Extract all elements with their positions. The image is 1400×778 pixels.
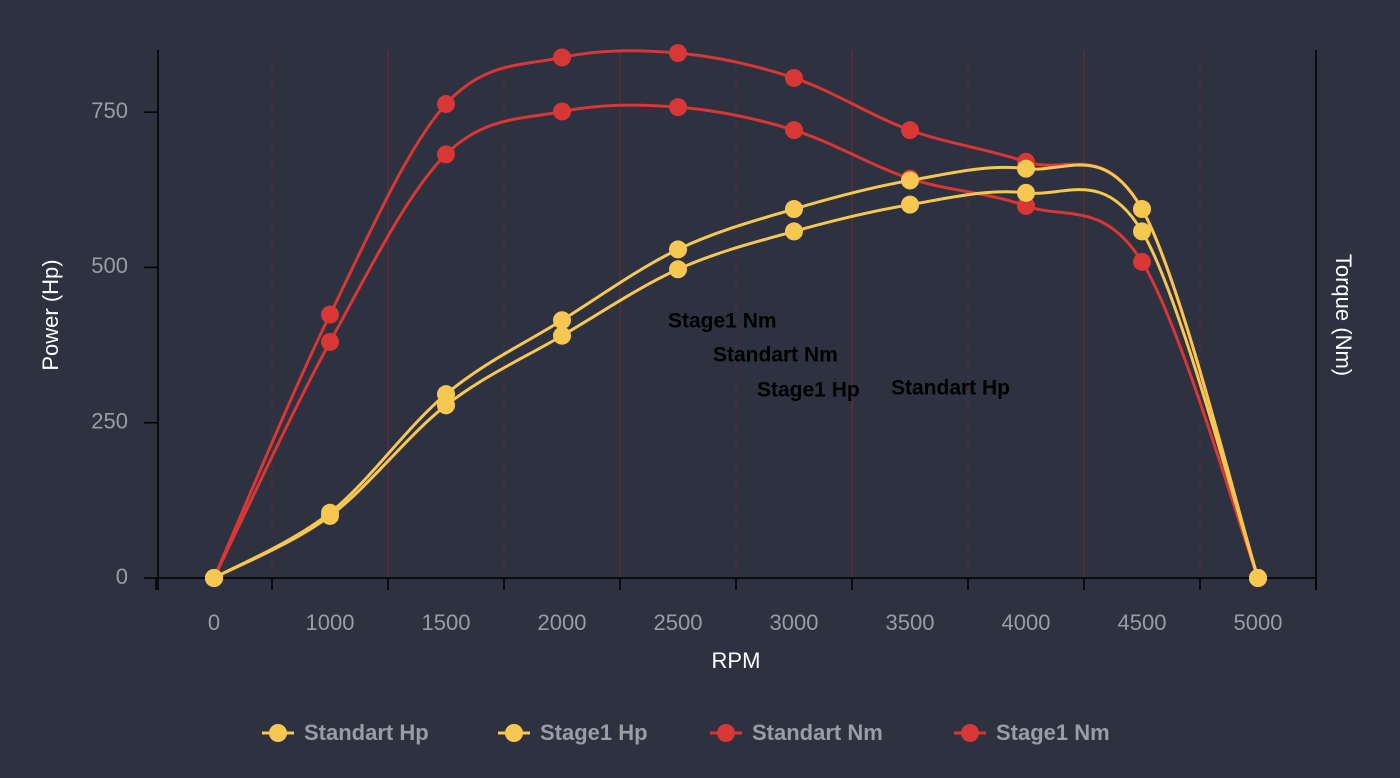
x-tick-label: 1500 [422, 610, 471, 635]
legend-item[interactable]: Standart Hp [262, 720, 429, 745]
point [901, 171, 919, 190]
annotation: Standart Hp [891, 377, 1010, 400]
point [553, 311, 571, 330]
point [669, 98, 687, 117]
x-tick-label: 2500 [654, 610, 703, 635]
point [1017, 159, 1035, 178]
point [669, 260, 687, 279]
point [1133, 252, 1151, 271]
point [437, 385, 455, 404]
x-tick-label: 5000 [1234, 610, 1283, 635]
y-tick-label: 0 [116, 564, 128, 589]
point [1017, 196, 1035, 215]
x-tick-label: 1000 [306, 610, 355, 635]
x-tick-label: 2000 [538, 610, 587, 635]
point [553, 326, 571, 345]
legend-item[interactable]: Stage1 Nm [954, 720, 1110, 745]
point [1133, 222, 1151, 241]
y-tick-label: 500 [91, 253, 128, 278]
x-tick-label: 0 [208, 610, 220, 635]
legend-label: Standart Hp [304, 720, 429, 745]
point [785, 222, 803, 241]
point [1133, 200, 1151, 219]
point [669, 44, 687, 63]
point [437, 95, 455, 114]
point [321, 305, 339, 324]
x-tick-label: 3000 [770, 610, 819, 635]
point [553, 102, 571, 121]
point [785, 121, 803, 140]
y-tick-label: 250 [91, 409, 128, 434]
y-tick-label: 750 [91, 98, 128, 123]
point [785, 68, 803, 87]
point [1017, 183, 1035, 202]
point [437, 145, 455, 164]
annotation: Standart Nm [713, 344, 838, 367]
point [785, 200, 803, 219]
legend-label: Stage1 Hp [540, 720, 648, 745]
point [669, 240, 687, 259]
series-line [212, 103, 1260, 579]
point [321, 332, 339, 351]
legend-label: Stage1 Nm [996, 720, 1110, 745]
annotation: Stage1 Nm [668, 310, 777, 333]
x-tick-label: 3500 [886, 610, 935, 635]
legend-marker [961, 724, 979, 742]
point [1249, 569, 1267, 587]
annotation: Stage1 Hp [757, 379, 860, 402]
legend-marker [269, 724, 287, 742]
x-axis-title: RPM [712, 648, 761, 673]
point [321, 503, 339, 522]
point [901, 121, 919, 140]
point [553, 48, 571, 67]
legend-item[interactable]: Stage1 Hp [498, 720, 648, 745]
point [205, 569, 223, 587]
y2-axis-title: Torque (Nm) [1331, 254, 1356, 376]
x-tick-label: 4000 [1002, 610, 1051, 635]
series-line [213, 188, 1260, 580]
x-tick-label: 4500 [1118, 610, 1167, 635]
legend-marker [505, 724, 523, 742]
legend-item[interactable]: Standart Nm [710, 720, 883, 745]
legend-marker [717, 724, 735, 742]
point [901, 195, 919, 214]
legend-label: Standart Nm [752, 720, 883, 745]
y-axis-title: Power (Hp) [38, 259, 63, 370]
